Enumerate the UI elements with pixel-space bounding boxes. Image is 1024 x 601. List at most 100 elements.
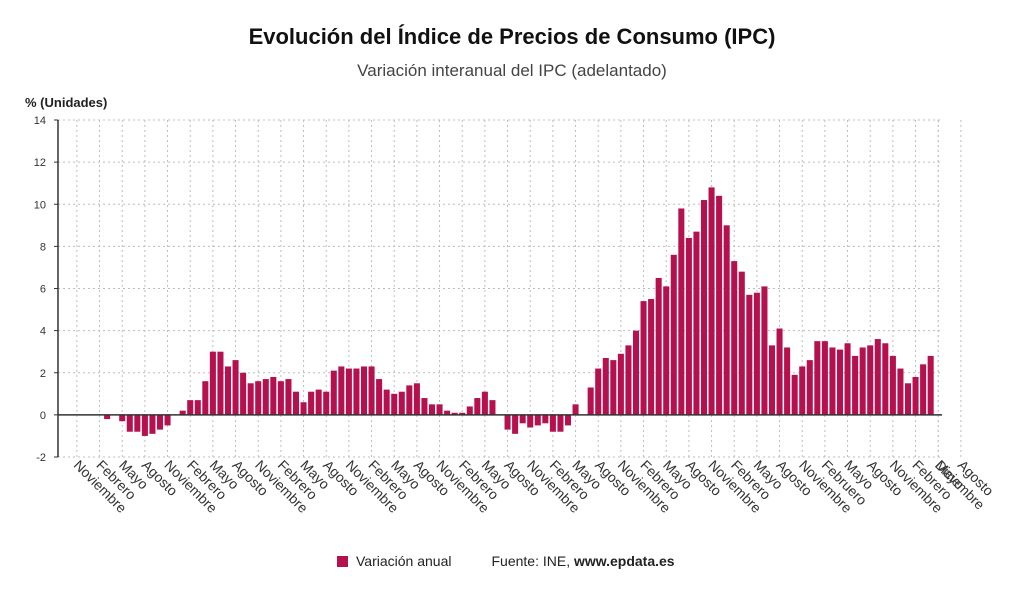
chart-title: Evolución del Índice de Precios de Consu… [248, 24, 776, 49]
bar [867, 345, 874, 415]
bar [164, 414, 171, 426]
bar [323, 391, 330, 415]
bar [889, 355, 896, 415]
bar [255, 381, 262, 415]
bar [149, 414, 156, 434]
bar [247, 383, 254, 415]
bar [920, 364, 927, 415]
bar [376, 379, 383, 415]
bar [383, 389, 390, 415]
bar [202, 381, 209, 415]
bar [806, 360, 813, 415]
bar [897, 368, 904, 415]
bar [232, 360, 239, 415]
source-note: Fuente: INE, www.epdata.es [491, 553, 674, 569]
bar [640, 301, 647, 415]
bar [610, 360, 617, 415]
bar [217, 351, 224, 415]
bars [104, 187, 934, 436]
bar [338, 366, 345, 415]
bar [716, 195, 723, 415]
bar [141, 414, 148, 436]
bar [549, 414, 556, 432]
bar [821, 341, 828, 415]
bar [504, 414, 511, 430]
bar [119, 414, 126, 422]
bar [753, 292, 760, 415]
y-axis-unit-label: % (Unidades) [25, 95, 108, 110]
bar [421, 398, 428, 415]
bar [512, 414, 519, 434]
bar [708, 187, 715, 415]
bar [300, 402, 307, 415]
bar [776, 328, 783, 415]
bar [700, 200, 708, 415]
bar [360, 366, 368, 415]
y-tick-label: 0 [40, 410, 46, 422]
bar [791, 374, 798, 415]
bar [836, 349, 844, 415]
axes [54, 119, 942, 458]
bar [768, 345, 776, 415]
bar [844, 343, 851, 415]
bar [723, 225, 730, 415]
bar [693, 231, 700, 415]
bar [474, 398, 481, 415]
bar [285, 379, 292, 415]
bar [829, 347, 836, 415]
bar [784, 347, 791, 415]
grid-lines [58, 119, 962, 458]
bar [519, 414, 526, 424]
bar [882, 343, 889, 415]
bar [481, 391, 488, 415]
bar [534, 414, 541, 426]
bar [632, 330, 640, 415]
y-tick-label: -2 [36, 452, 46, 464]
bar [927, 355, 934, 415]
bar [413, 383, 420, 415]
bar [678, 208, 685, 415]
bar [663, 286, 670, 415]
bar [542, 414, 549, 424]
bar [564, 414, 572, 426]
bar [209, 351, 216, 415]
bar [391, 393, 398, 415]
bar [814, 341, 821, 415]
bar [459, 412, 466, 415]
y-tick-label: 10 [34, 199, 46, 211]
bar [602, 358, 609, 415]
chart-subtitle: Variación interanual del IPC (adelantado… [357, 61, 667, 80]
bar [315, 389, 322, 415]
bar [194, 400, 201, 415]
bar [648, 299, 655, 415]
bar [761, 286, 768, 415]
bar [277, 381, 284, 415]
bar [685, 237, 692, 415]
y-tick-label: 14 [34, 115, 46, 127]
bar [904, 383, 912, 415]
bar [240, 372, 247, 415]
y-tick-label: 4 [40, 326, 46, 338]
bar [353, 368, 360, 415]
bar [345, 368, 352, 415]
source-prefix: Fuente: INE, [491, 553, 574, 569]
y-tick-label: 8 [40, 241, 46, 253]
bar [746, 294, 753, 415]
bar [330, 370, 337, 415]
bar [572, 404, 579, 415]
bar [436, 404, 443, 415]
bar [527, 414, 534, 428]
bar [224, 366, 232, 415]
bar [262, 379, 269, 415]
legend: Variación anual Fuente: INE, www.epdata.… [337, 553, 675, 569]
bar [557, 414, 564, 432]
bar [466, 406, 473, 415]
bar [292, 391, 300, 415]
bar [587, 387, 594, 415]
bar [398, 391, 405, 415]
legend-series-label: Variación anual [356, 553, 452, 569]
bar [852, 355, 859, 415]
bar [451, 412, 458, 415]
legend-swatch [337, 555, 348, 567]
